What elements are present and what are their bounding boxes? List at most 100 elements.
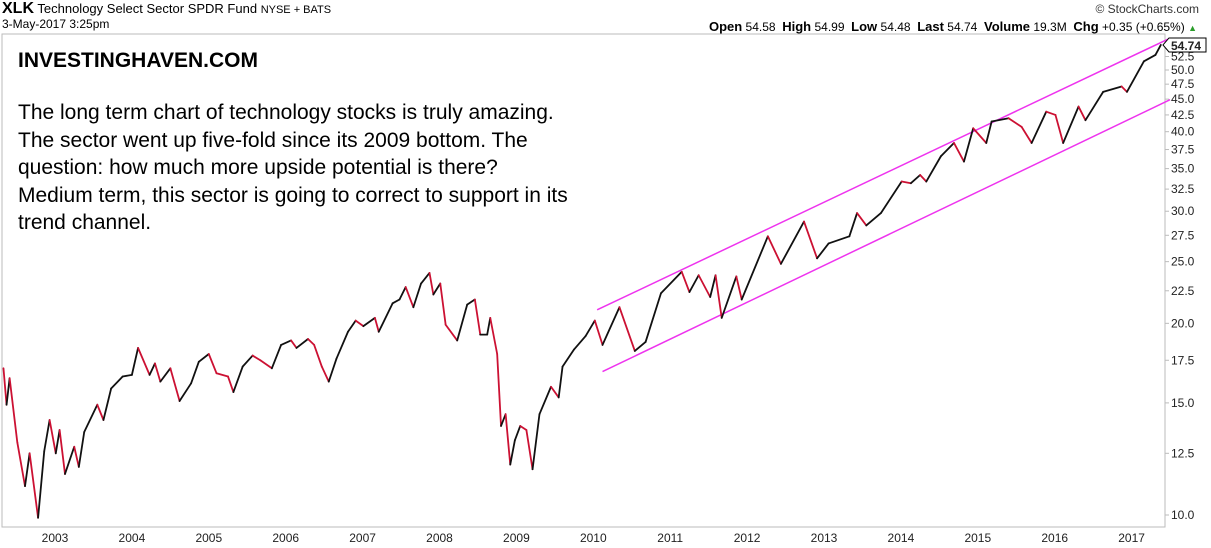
price-segment [557,365,564,399]
price-segment [531,413,541,471]
x-tick-label: 2016 [1041,531,1068,545]
price-segment [154,362,162,383]
price-segment [207,353,218,375]
price-segment [827,235,851,245]
plot-frame [1,33,1166,528]
last-label: Last [917,19,944,34]
price-segment [939,142,955,158]
volume-value: 19.3M [1033,20,1067,34]
x-tick-label: 2005 [195,531,222,545]
price-segment [900,180,912,185]
stockcharts-copyright: © StockCharts.com [1095,2,1199,16]
price-segment [54,429,61,455]
price-segment [848,212,858,238]
price-series [2,44,1162,519]
price-segment [660,270,683,295]
y-tick-label: 50.0 [1171,63,1195,77]
last-value: 54.74 [947,20,978,34]
price-segment [504,413,512,466]
up-triangle-icon: ▲ [1188,23,1197,33]
x-tick-label: 2017 [1118,531,1145,545]
y-tick-label: 17.5 [1171,353,1195,367]
price-segment [1007,117,1023,128]
price-segment [130,347,139,376]
price-segment [1154,44,1162,56]
price-segment [972,127,988,144]
x-tick-label: 2012 [734,531,761,545]
price-segment [96,403,105,421]
price-segment [1143,54,1157,63]
price-segment [573,335,587,351]
price-segment [290,339,298,349]
price-segment [456,303,469,342]
upper-channel-line [596,37,1171,311]
price-segment [509,439,516,466]
x-tick-label: 2008 [426,531,453,545]
price-segment [398,286,407,301]
price-segment [159,367,172,383]
price-segment [215,372,229,378]
fund-name: Technology Select Sector SPDR Fund [37,1,258,16]
price-segment [816,242,830,260]
price-segment [500,413,507,427]
y-tick-label: 15.0 [1171,396,1195,410]
price-segment [137,347,151,376]
price-segment [486,316,492,336]
y-tick-label: 25.0 [1171,255,1195,269]
price-segment [259,359,273,370]
price-segment [227,375,235,393]
price-segment [740,235,769,301]
open-label: Open [708,19,743,34]
high-value: 54.99 [814,20,845,34]
x-tick-label: 2015 [964,531,991,545]
price-segment [584,319,596,337]
y-tick-label: 37.5 [1171,143,1195,157]
y-tick-label: 20.0 [1171,316,1195,330]
price-segment [550,385,560,399]
price-segment [121,373,133,378]
low-label: Low [851,19,878,34]
price-segment [1045,110,1057,116]
price-segment [374,316,380,333]
price-segment [1084,90,1105,122]
trend-channel [596,37,1171,373]
price-segment [2,367,8,406]
x-tick-label: 2014 [888,531,915,545]
price-segment [925,155,942,183]
price-segment [963,127,975,163]
price-segment [953,142,965,163]
quote-summary: Open 54.58 High 54.99 Low 54.48 Last 54.… [709,19,1197,34]
price-segment [110,375,124,390]
y-tick-label: 22.5 [1171,284,1195,298]
x-tick-label: 2011 [657,531,683,545]
price-segment [990,117,1010,123]
y-tick-label: 27.5 [1171,228,1195,242]
price-segment [48,419,57,455]
price-segment [335,330,349,360]
price-segment [16,441,26,488]
price-segment [8,377,19,444]
axis-ticks: 2003 2004 2005 2006 2007 2008 2009 2010 2011 2012… [42,49,1195,545]
price-segment [28,452,39,519]
price-segment [601,306,621,346]
price-segment [102,387,113,421]
price-segment [1062,105,1080,144]
price-segment [327,357,338,383]
price-segment [466,298,476,306]
price-segment [412,282,422,309]
price-segment [190,360,200,385]
price-segment [1030,110,1048,144]
brand-label: INVESTINGHAVEN.COM [18,49,258,72]
price-segment [280,339,292,346]
price-segment [295,338,309,349]
price-segment [251,354,262,362]
price-segment [633,341,647,352]
price-segment [766,235,782,265]
price-segment [1020,125,1033,144]
price-segment [377,302,394,333]
y-tick-label: 40.0 [1171,125,1195,139]
y-tick-label: 52.5 [1171,49,1195,63]
price-segment [985,120,993,144]
price-segment [1054,114,1065,144]
